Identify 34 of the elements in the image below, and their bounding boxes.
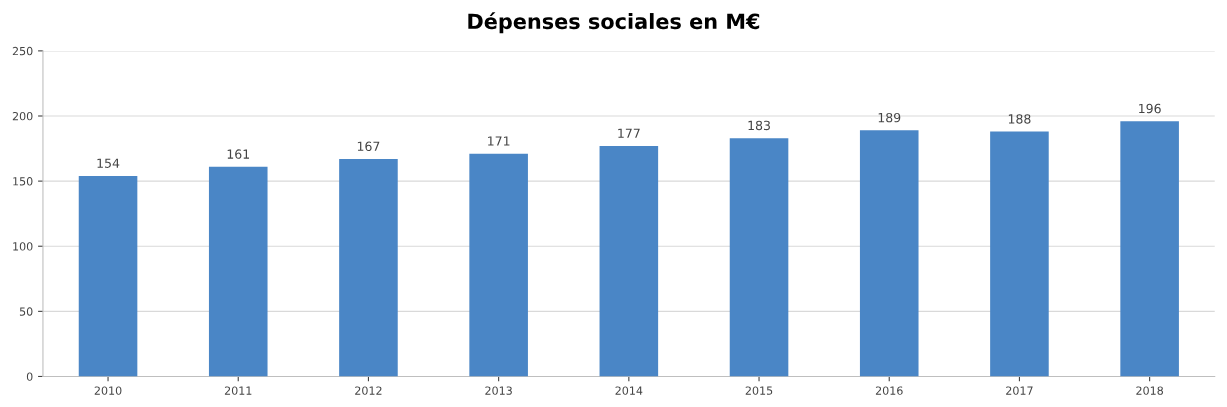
data-label: 196 — [1139, 103, 1161, 114]
x-tick-label: 2016 — [875, 386, 903, 395]
y-tick-label: 200 — [12, 111, 33, 121]
y-tick-label: 250 — [12, 46, 33, 56]
x-tick-label: 2017 — [1006, 386, 1033, 395]
x-tick-label: 2013 — [485, 386, 512, 395]
y-tick-label: 0 — [26, 372, 33, 381]
y-tick-label: 50 — [19, 307, 33, 316]
data-label: 167 — [357, 141, 380, 151]
chart-title: Dépenses sociales en M€ — [468, 12, 760, 34]
bar — [339, 158, 398, 377]
bar — [78, 175, 138, 377]
bar — [859, 130, 919, 377]
bar — [990, 131, 1049, 377]
x-tick-label: 2015 — [745, 386, 773, 395]
data-label: 154 — [97, 158, 120, 168]
bar — [469, 153, 528, 377]
data-label: 171 — [488, 136, 510, 146]
x-tick-label: 2011 — [224, 386, 252, 395]
y-tick-label: 150 — [13, 177, 33, 186]
data-label: 177 — [618, 128, 640, 138]
bar — [729, 138, 789, 377]
data-label: 183 — [748, 120, 770, 131]
x-tick-label: 2010 — [94, 386, 122, 395]
data-label: 161 — [227, 149, 250, 159]
bar — [599, 145, 659, 377]
y-tick-label: 100 — [13, 242, 33, 251]
bar — [1120, 121, 1179, 377]
x-tick-label: 2018 — [1136, 386, 1164, 395]
x-tick-label: 2012 — [355, 386, 382, 395]
x-tick-label: 2014 — [615, 386, 643, 395]
bar — [208, 166, 268, 377]
data-label: 188 — [1008, 114, 1031, 124]
data-label: 189 — [878, 112, 901, 123]
